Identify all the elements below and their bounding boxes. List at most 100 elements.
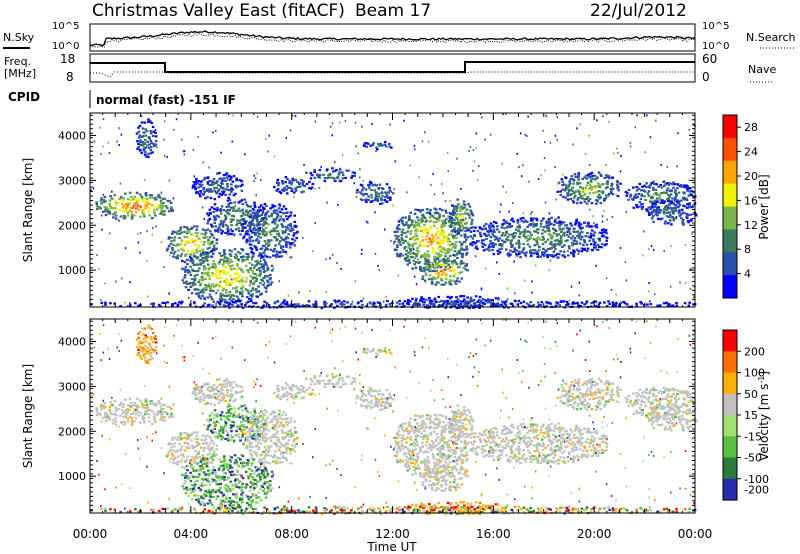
velocity-cell <box>191 455 194 458</box>
power-cell <box>158 196 162 199</box>
power-cell <box>216 180 219 183</box>
velocity-cell <box>151 340 155 343</box>
power-cell <box>206 228 209 231</box>
power-cell <box>213 186 216 189</box>
velocity-cell <box>141 350 145 353</box>
power-cell <box>689 187 692 190</box>
power-cell <box>567 254 570 257</box>
power-cell <box>234 186 238 189</box>
power-cell <box>295 236 298 240</box>
power-cell <box>655 200 659 203</box>
power-cell <box>571 235 575 238</box>
velocity-cell <box>255 484 259 487</box>
velocity-cell <box>200 465 203 468</box>
velocity-cell <box>209 436 212 439</box>
power-cell <box>441 233 444 236</box>
power-cell <box>214 190 217 193</box>
velocity-cell <box>171 454 175 457</box>
power-cell <box>249 297 253 300</box>
power-cell <box>515 254 519 257</box>
power-cell <box>585 302 588 305</box>
power-cell <box>115 217 118 220</box>
velocity-cell <box>141 417 144 420</box>
power-cell <box>435 252 438 255</box>
velocity-cell <box>186 436 189 439</box>
power-cell <box>453 254 457 257</box>
velocity-cell <box>225 497 228 500</box>
power-cell <box>569 193 572 196</box>
power-cell <box>424 238 428 241</box>
power-cell <box>406 263 409 266</box>
power-cell <box>206 251 209 254</box>
power-cell <box>100 202 103 205</box>
power-cell <box>143 179 146 182</box>
power-cell <box>151 233 153 236</box>
power-cell <box>674 207 677 210</box>
power-cell <box>458 280 461 283</box>
power-cell <box>589 180 593 183</box>
power-cell <box>200 232 203 235</box>
power-cell <box>491 299 494 302</box>
power-cell <box>414 242 418 245</box>
power-cell <box>589 172 592 175</box>
power-cell <box>564 188 567 191</box>
velocity-cell <box>143 406 147 409</box>
power-cell <box>223 257 227 260</box>
power-cell <box>522 234 526 237</box>
power-cell <box>600 242 604 246</box>
power-cell <box>448 224 451 227</box>
velocity-cell <box>249 474 252 477</box>
power-cell <box>126 214 130 217</box>
velocity-cell <box>252 478 255 481</box>
power-cell <box>273 301 277 304</box>
power-cell <box>229 260 232 263</box>
power-cell <box>510 302 514 305</box>
power-cell <box>442 192 444 195</box>
power-cell <box>254 301 257 305</box>
power-cell <box>615 301 618 304</box>
power-cell <box>558 220 561 223</box>
power-cell <box>437 274 440 277</box>
power-cell <box>402 224 406 227</box>
power-cell <box>605 277 608 280</box>
power-cell <box>522 212 525 215</box>
power-cell <box>305 182 309 186</box>
power-cell <box>575 202 579 205</box>
power-cell <box>151 134 155 137</box>
power-cell <box>549 259 552 262</box>
power-cell <box>204 267 208 270</box>
power-cell <box>468 301 471 304</box>
power-cell <box>430 183 432 186</box>
velocity-cell <box>119 414 122 417</box>
power-cell <box>208 236 212 239</box>
power-cell <box>195 248 198 251</box>
power-cell <box>672 304 675 307</box>
power-cell <box>564 239 568 243</box>
velocity-cell <box>103 412 107 415</box>
power-cell <box>365 193 369 196</box>
power-cell <box>257 240 261 243</box>
power-cell <box>261 218 265 221</box>
power-cell <box>409 211 412 214</box>
power-cell <box>606 182 609 185</box>
power-cell <box>684 244 687 247</box>
power-cell <box>368 301 372 304</box>
power-cell <box>204 197 207 200</box>
power-cell <box>260 247 264 250</box>
power-cell <box>220 181 223 184</box>
velocity-cell <box>147 358 150 361</box>
power-cell <box>145 197 149 200</box>
power-cell <box>229 175 232 178</box>
power-cell <box>219 209 222 212</box>
velocity-cell <box>126 420 130 423</box>
power-cell <box>385 303 388 306</box>
power-cell <box>548 230 551 233</box>
power-cell <box>465 264 469 267</box>
power-cell <box>161 301 164 304</box>
power-cell <box>560 228 564 231</box>
power-cell <box>256 274 259 277</box>
power-cell <box>247 205 250 208</box>
velocity-cell <box>235 501 239 504</box>
power-cell <box>469 298 473 301</box>
power-cell <box>126 197 130 200</box>
